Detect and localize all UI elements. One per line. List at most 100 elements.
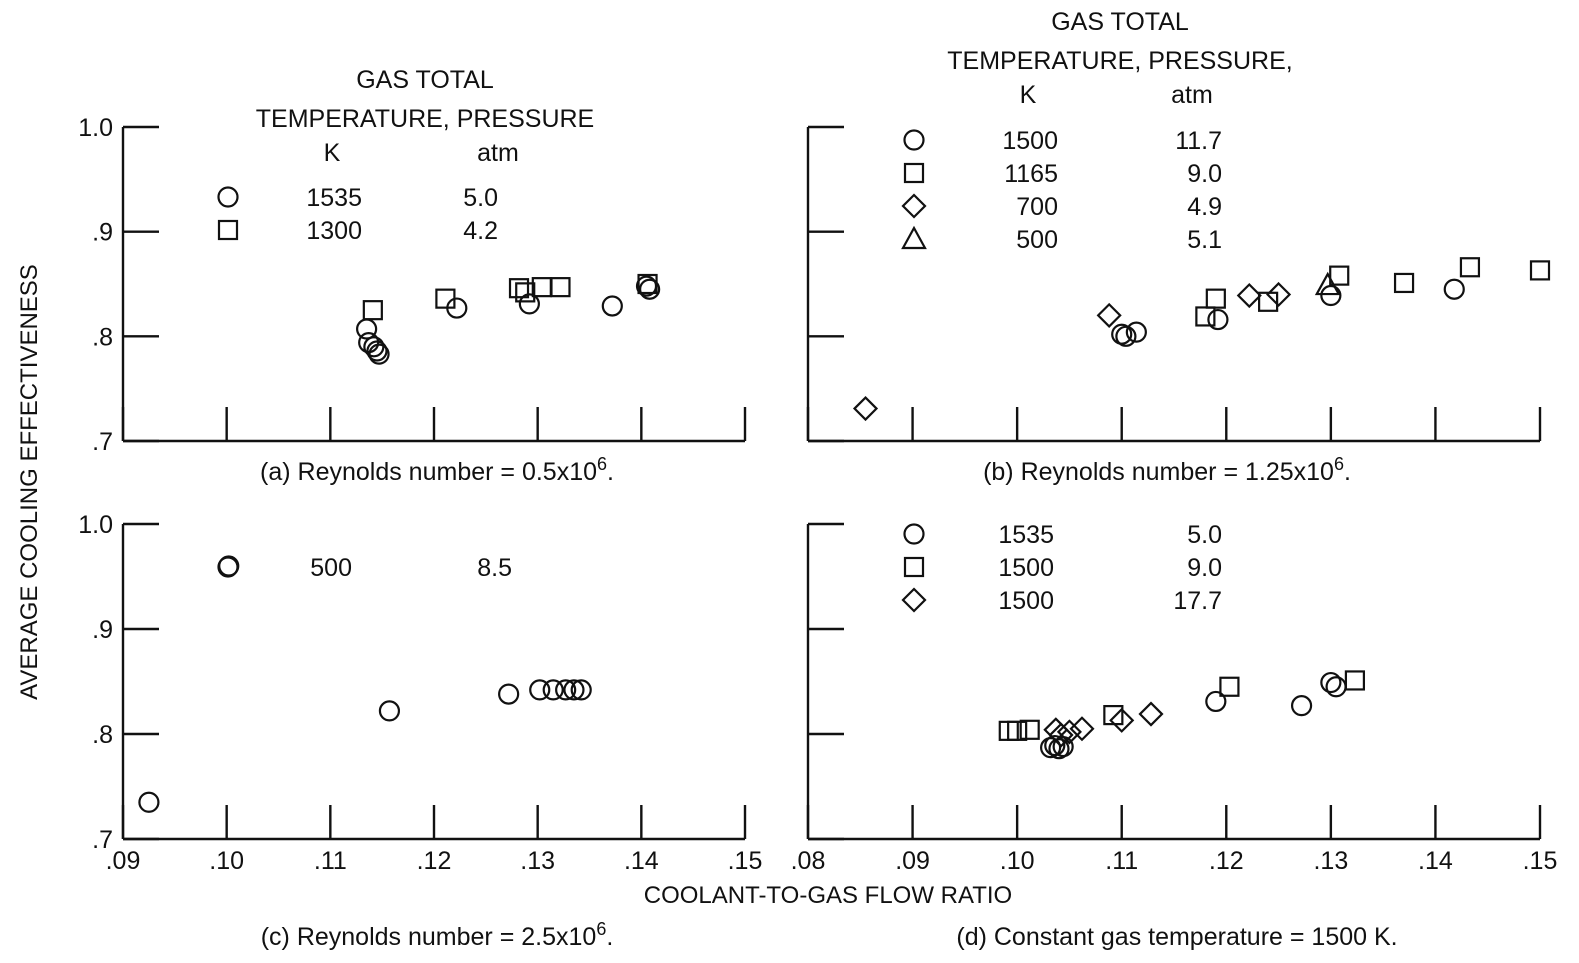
data-point-diamond xyxy=(1056,719,1082,745)
data-point-square xyxy=(637,273,658,295)
legend-symbol-circle xyxy=(217,556,239,578)
data-point-circle xyxy=(138,791,160,813)
data-point-circle xyxy=(1443,278,1465,300)
x-tick-label: .09 xyxy=(895,847,930,875)
y-tick-label: .7 xyxy=(92,428,113,456)
legend-symbol-square xyxy=(903,556,925,578)
data-point-circle xyxy=(555,679,577,701)
x-tick-label: .10 xyxy=(209,847,244,875)
legend-temperature: 700 xyxy=(1016,193,1058,221)
data-point-square xyxy=(1219,676,1240,697)
legend-header-text: atm xyxy=(1171,81,1213,109)
legend-temperature: 1535 xyxy=(998,521,1054,549)
x-tick-label: .09 xyxy=(106,847,141,875)
data-point-square xyxy=(1019,719,1040,740)
data-point-circle xyxy=(529,679,551,701)
x-tick-label: .11 xyxy=(314,847,347,875)
data-point-square xyxy=(531,277,552,298)
data-point-circle xyxy=(1325,676,1347,698)
x-tick-label: .15 xyxy=(1523,847,1558,875)
y-tick-label: .7 xyxy=(92,826,113,854)
legend-temperature: 1500 xyxy=(998,554,1054,582)
data-point-square xyxy=(1195,306,1216,327)
legend-header-text: GAS TOTAL xyxy=(1051,8,1189,36)
legend-temperature: 500 xyxy=(310,554,352,582)
data-point-circle xyxy=(356,318,378,340)
legend-pressure: 9.0 xyxy=(1187,160,1222,188)
data-point-circle xyxy=(378,700,401,722)
data-point-square xyxy=(362,300,383,321)
x-tick-label: .14 xyxy=(624,847,659,875)
legend-symbol-square xyxy=(903,162,925,184)
y-tick-label: .9 xyxy=(92,616,113,644)
panel-caption: (a) Reynolds number = 0.5x106. xyxy=(260,454,614,486)
data-point-triangle xyxy=(1314,271,1341,296)
legend-header-text: TEMPERATURE, PRESSURE xyxy=(256,105,594,133)
data-point-square xyxy=(1007,720,1028,741)
legend-pressure: 5.1 xyxy=(1187,226,1222,254)
x-tick-label: .13 xyxy=(520,847,555,875)
panel-a: .7 .8 .9 1.0 GAS TOTAL TEMPERATURE, PRESSURE K… xyxy=(78,66,747,486)
legend-pressure: 4.9 xyxy=(1187,193,1222,221)
x-tick-label: .14 xyxy=(1418,847,1453,875)
data-point-square xyxy=(550,277,571,298)
legend-temperature: 1300 xyxy=(306,217,362,245)
y-tick-label: 1.0 xyxy=(78,114,113,142)
panel-caption: (d) Constant gas temperature = 1500 K. xyxy=(956,923,1397,951)
legend-header-text: TEMPERATURE, PRESSURE, xyxy=(947,47,1292,75)
legend-symbol-circle xyxy=(903,129,925,151)
data-point-square xyxy=(1393,272,1415,294)
panel-b: GAS TOTAL TEMPERATURE, PRESSURE, K atm 1500 1… xyxy=(806,8,1551,486)
legend-symbol-square xyxy=(217,219,239,241)
panel-caption: (b) Reynolds number = 1.25x106. xyxy=(983,454,1351,486)
legend-pressure: 9.0 xyxy=(1187,554,1222,582)
legend-temperature: 1500 xyxy=(998,587,1054,615)
y-axis-title: AVERAGE COOLING EFFECTIVENESS xyxy=(16,264,43,700)
y-tick-label: 1.0 xyxy=(78,511,113,539)
data-point-diamond xyxy=(1096,302,1122,328)
data-point-circle xyxy=(1207,308,1229,331)
data-point-circle xyxy=(1320,671,1342,694)
legend-symbol-circle xyxy=(217,186,239,208)
legend-temperature: 500 xyxy=(1016,226,1058,254)
legend-pressure: 5.0 xyxy=(463,184,498,212)
data-point-diamond xyxy=(1138,701,1164,727)
panel-d: .08 .09 .10 .11 .12 .13 .14 .15 1535 5.0 1500 9.0 15… xyxy=(791,521,1558,951)
data-point-square xyxy=(1103,704,1124,726)
legend-symbol-circle xyxy=(903,523,925,545)
legend-temperature: 1165 xyxy=(1004,160,1058,188)
legend-temperature: 1535 xyxy=(306,184,362,212)
data-point-square xyxy=(515,282,536,303)
data-point-circle xyxy=(1320,284,1342,307)
legend-pressure: 17.7 xyxy=(1173,587,1222,615)
legend-header-text: atm xyxy=(477,139,519,167)
legend-pressure: 4.2 xyxy=(463,217,498,245)
data-point-square xyxy=(1205,288,1226,309)
data-point-circle xyxy=(498,683,520,705)
data-point-circle xyxy=(368,343,390,365)
legend-symbol-diamond xyxy=(901,193,927,219)
legend-header-text: K xyxy=(1020,81,1037,109)
data-point-circle xyxy=(1125,321,1147,343)
data-point-square xyxy=(508,278,530,299)
x-tick-label: .10 xyxy=(1000,847,1035,875)
y-tick-label: .9 xyxy=(92,219,113,247)
data-point-circle xyxy=(570,679,592,701)
panel-caption: (c) Reynolds number = 2.5x106. xyxy=(261,919,614,951)
x-axis-title: COOLANT-TO-GAS FLOW RATIO xyxy=(644,882,1012,909)
data-point-diamond xyxy=(852,395,879,422)
x-tick-label: .15 xyxy=(728,847,763,875)
data-point-diamond xyxy=(1109,707,1135,733)
data-point-square xyxy=(1329,265,1350,286)
data-point-circle xyxy=(1115,325,1137,347)
x-tick-label: .11 xyxy=(1105,847,1138,875)
legend-pressure: 11.7 xyxy=(1175,127,1222,155)
panel-c: .7 .8 .9 1.0 .09 .10 .11 .12 .13 .14 .15 500 8.5 (c) … xyxy=(78,511,762,951)
legend-symbol-triangle xyxy=(901,225,927,250)
data-point-diamond xyxy=(1236,282,1262,309)
legend-symbol-diamond xyxy=(901,587,927,613)
data-point-circle xyxy=(1205,690,1227,713)
x-tick-label: .12 xyxy=(1209,847,1244,875)
data-point-square xyxy=(435,288,456,309)
